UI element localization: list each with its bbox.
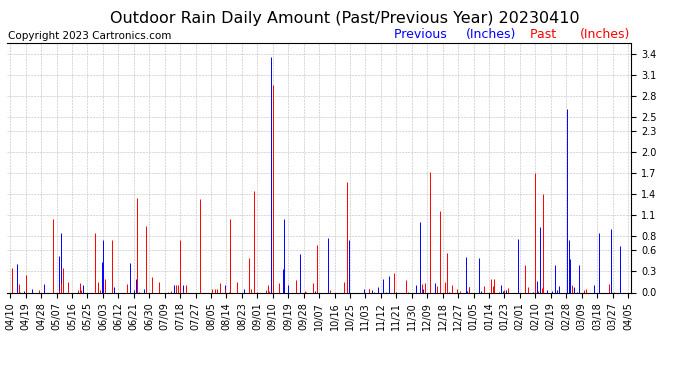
Text: (Inches): (Inches): [466, 28, 516, 40]
Text: Past: Past: [530, 28, 560, 40]
Text: Outdoor Rain Daily Amount (Past/Previous Year) 20230410: Outdoor Rain Daily Amount (Past/Previous…: [110, 11, 580, 26]
Text: (Inches): (Inches): [580, 28, 631, 40]
Text: Copyright 2023 Cartronics.com: Copyright 2023 Cartronics.com: [8, 31, 171, 40]
Text: Previous: Previous: [394, 28, 451, 40]
